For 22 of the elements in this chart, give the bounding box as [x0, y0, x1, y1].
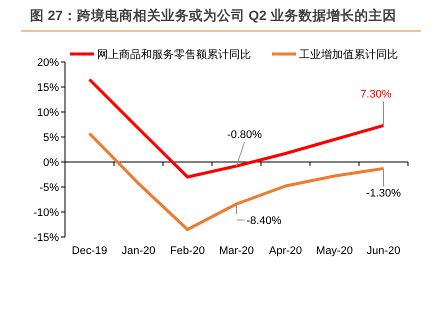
x-tick-label: Jan-20 — [122, 245, 156, 257]
x-tick-label: Dec-19 — [72, 245, 108, 257]
x-tick-label: Apr-20 — [268, 245, 302, 257]
x-tick-label: Feb-20 — [170, 245, 205, 257]
annotation: 7.30% — [360, 88, 392, 100]
y-tick-label: 15% — [36, 82, 60, 94]
y-tick-label: 20% — [36, 57, 60, 69]
legend-label: 网上商品和服务零售额累计同比 — [97, 48, 251, 61]
annotation: -1.30% — [366, 188, 402, 200]
y-tick-label: 5% — [43, 132, 60, 144]
y-tick-label: 0% — [43, 157, 60, 169]
annotation: -8.40% — [246, 215, 282, 227]
x-tick-label: Mar-20 — [219, 245, 254, 257]
legend-label: 工业增加值累计同比 — [299, 48, 398, 61]
chart-title: 图 27：跨境电商相关业务或为公司 Q2 业务数据增长的主因 — [30, 7, 396, 23]
y-tick-label: 10% — [36, 107, 60, 119]
y-tick-label: -15% — [33, 232, 60, 244]
annotation: -0.80% — [227, 129, 262, 141]
x-tick-label: Jun-20 — [366, 245, 400, 257]
y-tick-label: -10% — [33, 207, 60, 219]
y-tick-label: -5% — [39, 182, 60, 194]
x-tick-label: May-20 — [316, 245, 353, 257]
